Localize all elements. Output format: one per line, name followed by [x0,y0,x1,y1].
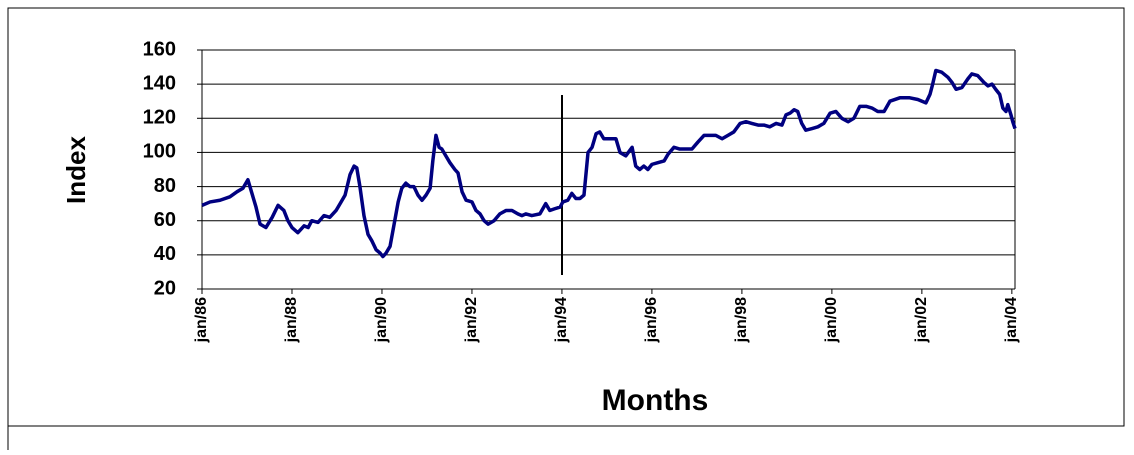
x-tick-label: jan/02 [913,297,930,343]
y-tick-label: 160 [143,38,176,60]
x-axis-title: Months [602,384,709,417]
x-tick-label: jan/96 [643,297,660,343]
x-tick-label: jan/86 [193,297,210,343]
y-tick-label: 20 [154,277,176,299]
x-tick-label: jan/00 [823,297,840,343]
y-tick-label: 40 [154,243,176,265]
x-tick-label: jan/90 [373,297,390,343]
data-line [201,68,1017,259]
x-tick-label: jan/98 [733,297,750,343]
y-tick-label: 60 [154,209,176,231]
x-tick-label: jan/88 [283,297,300,343]
x-tick-label: jan/92 [463,297,480,343]
y-tick-label: 80 [154,175,176,197]
chart-frame [7,7,1125,427]
y-tick-label: 140 [143,72,176,94]
y-axis-title: Index [61,136,91,204]
y-tick-label: 120 [143,107,176,129]
y-tick-label: 100 [143,141,176,163]
x-tick-label: jan/94 [553,297,570,343]
x-tick-label: jan/04 [1003,297,1020,343]
